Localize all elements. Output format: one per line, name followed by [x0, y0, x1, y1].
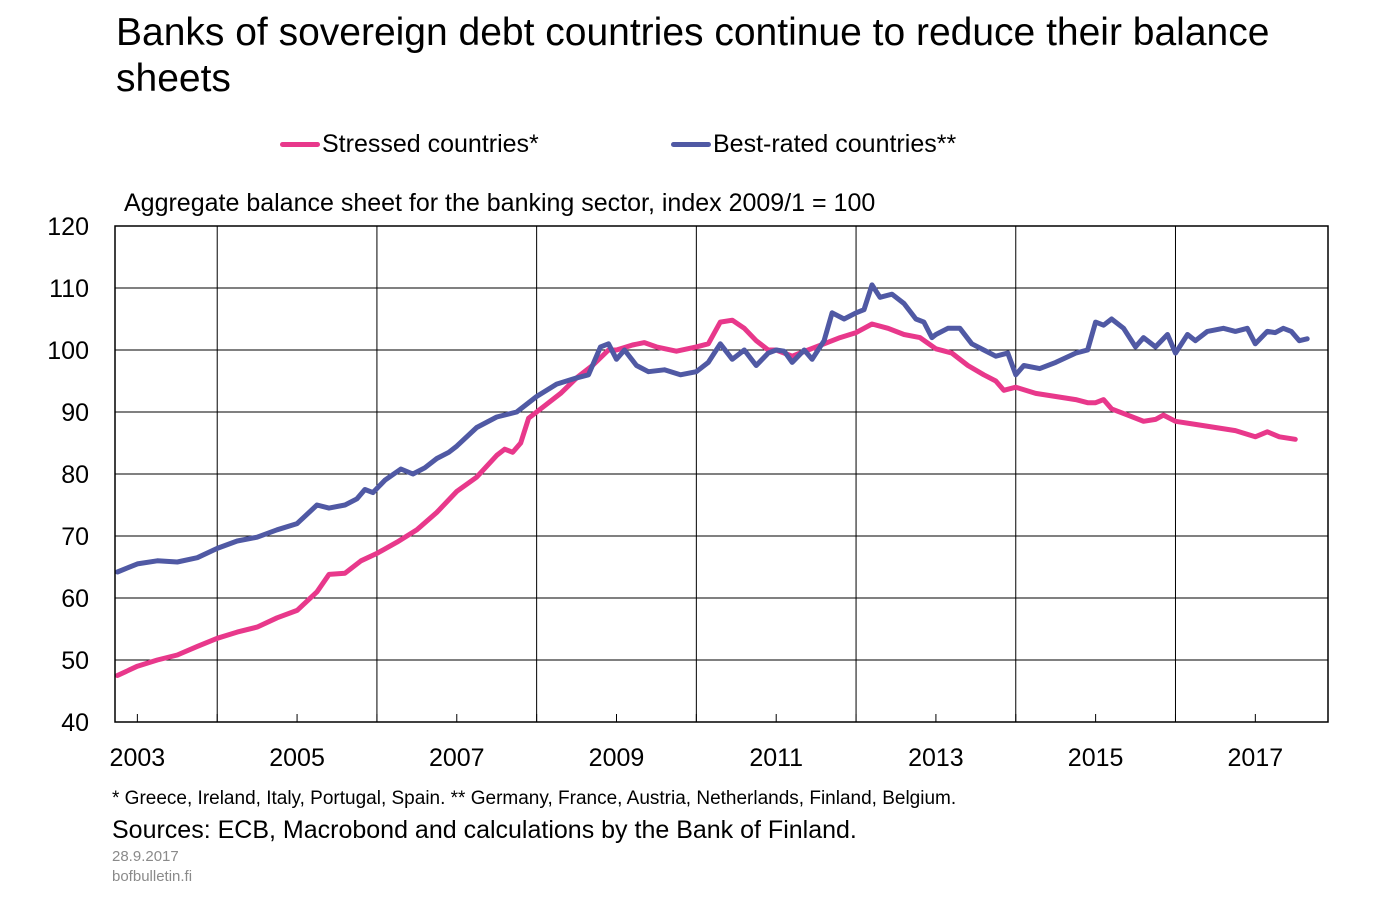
- y-tick-label: 100: [47, 337, 89, 365]
- plot-frame: [114, 225, 1329, 723]
- publication-date: 28.9.2017: [112, 848, 179, 865]
- x-tick-label: 2007: [429, 744, 485, 772]
- legend-label-best-rated: Best-rated countries**: [713, 130, 957, 158]
- chart-subtitle: Aggregate balance sheet for the banking …: [124, 189, 876, 217]
- y-tick-label: 90: [61, 399, 89, 427]
- series-line-stressed: [114, 317, 1298, 678]
- legend-label-stressed: Stressed countries*: [322, 130, 539, 158]
- site-url: bofbulletin.fi: [112, 868, 193, 885]
- y-tick-label: 40: [61, 709, 89, 737]
- chart-title: Banks of sovereign debt countries contin…: [116, 11, 1270, 100]
- legend-swatch-stressed: [280, 141, 320, 147]
- series-line-best-rated: [114, 282, 1310, 575]
- y-tick-label: 50: [61, 647, 89, 675]
- y-tick-label: 110: [49, 275, 89, 303]
- gridlines: [115, 225, 1328, 723]
- legend-swatch-best-rated: [671, 141, 711, 147]
- axes: 40 50 60 70 80 90 100 110 120 2003 2005 2007 2009 201…: [47, 213, 1329, 772]
- y-tick-label: 120: [47, 213, 89, 241]
- x-tick-label: 2003: [110, 744, 166, 772]
- legend: Stressed countries* Best-rated countries…: [0, 126, 1377, 162]
- x-tick-label: 2017: [1228, 744, 1284, 772]
- y-tick-label: 70: [61, 523, 89, 551]
- x-tick-label: 2015: [1068, 744, 1124, 772]
- x-tick-label: 2005: [269, 744, 325, 772]
- footnote: * Greece, Ireland, Italy, Portugal, Spai…: [112, 788, 957, 809]
- y-tick-label: 60: [61, 585, 89, 613]
- legend-item-best-rated: Best-rated countries**: [671, 126, 956, 162]
- x-tick-label: 2011: [749, 744, 803, 772]
- x-tick-label: 2009: [589, 744, 645, 772]
- series-lines: [114, 282, 1310, 678]
- sources-note: Sources: ECB, Macrobond and calculations…: [112, 816, 857, 844]
- x-tick-label: 2013: [908, 744, 964, 772]
- y-tick-label: 80: [61, 461, 89, 489]
- legend-item-stressed: Stressed countries*: [280, 126, 539, 162]
